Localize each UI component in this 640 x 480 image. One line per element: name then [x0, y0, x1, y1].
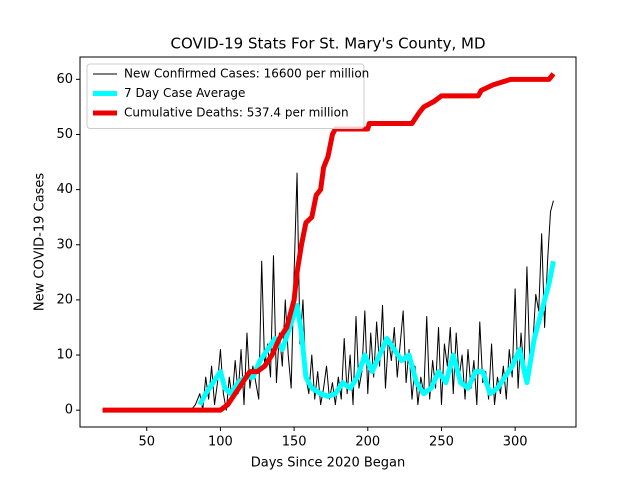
chart-title: COVID-19 Stats For St. Mary's County, MD — [170, 35, 485, 53]
x-tick-label: 300 — [503, 435, 528, 450]
legend-label: New Confirmed Cases: 16600 per million — [124, 67, 369, 81]
x-tick-label: 150 — [282, 435, 307, 450]
y-tick-label: 50 — [56, 127, 73, 142]
y-tick-label: 60 — [56, 72, 73, 87]
x-tick-label: 200 — [355, 435, 380, 450]
y-tick-label: 0 — [65, 403, 73, 418]
y-tick-label: 10 — [56, 348, 73, 363]
x-tick-label: 250 — [429, 435, 454, 450]
axes-frame — [79, 56, 577, 428]
y-tick-label: 40 — [56, 182, 73, 197]
y-tick-label: 30 — [56, 237, 73, 252]
x-tick-label: 50 — [138, 435, 155, 450]
y-tick-label: 20 — [56, 292, 73, 307]
x-tick-label: 100 — [208, 435, 233, 450]
x-axis-label: Days Since 2020 Began — [251, 456, 406, 471]
legend-box — [86, 63, 365, 129]
y-axis-label: New COVID-19 Cases — [33, 173, 48, 311]
legend-label: 7 Day Case Average — [124, 86, 245, 100]
legend-label: Cumulative Deaths: 537.4 per million — [124, 106, 349, 120]
series-line — [102, 72, 556, 413]
